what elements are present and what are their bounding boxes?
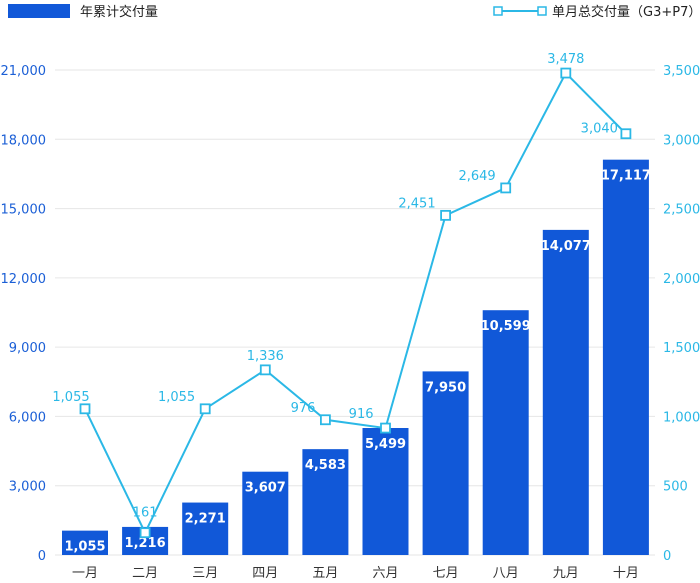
- gridlines: [55, 69, 655, 556]
- y-left-tick-label: 15,000: [1, 203, 47, 218]
- y-left-tick-label: 12,000: [1, 272, 47, 287]
- line-marker: [440, 209, 452, 221]
- x-tick-label: 三月: [192, 566, 218, 581]
- bar: [602, 159, 649, 555]
- y-right-tick-label: 2,000: [663, 272, 700, 287]
- y-right-tick-label: 3,500: [663, 64, 700, 79]
- x-tick-label: 十月: [613, 566, 639, 581]
- line-data-label: 916: [349, 407, 374, 422]
- x-tick-label: 五月: [312, 566, 338, 581]
- x-tick-label: 六月: [372, 566, 398, 581]
- x-axis: 一月 二月 三月 四月 五月 六月 七月 八月 九月 十月: [72, 566, 639, 581]
- x-tick-label: 四月: [252, 566, 278, 581]
- legend[interactable]: 年累计交付量 单月总交付量（G3+P7）: [8, 4, 700, 20]
- line-data-label: 3,478: [547, 52, 584, 67]
- line-data-label: 976: [291, 401, 316, 416]
- bar-data-label: 14,077: [541, 239, 591, 254]
- y-left-tick-label: 6,000: [9, 410, 46, 425]
- bar-series: 1,055 1,216 2,271 3,607 4,583 5,499 7,950 10,59…: [62, 159, 651, 555]
- y-right-tick-label: 1,500: [663, 341, 700, 356]
- bar: [422, 371, 469, 555]
- line-data-label: 161: [133, 506, 158, 521]
- legend-line-label: 单月总交付量（G3+P7）: [552, 4, 700, 20]
- line-data-label: 3,040: [581, 122, 618, 137]
- line-marker: [199, 403, 211, 415]
- bar-data-label: 2,271: [185, 512, 226, 527]
- y-right-tick-label: 0: [663, 549, 671, 564]
- y-left-tick-label: 21,000: [1, 64, 47, 79]
- line-marker: [139, 527, 151, 539]
- line-marker: [259, 364, 271, 376]
- bar: [482, 310, 529, 555]
- y-left-tick-label: 18,000: [1, 133, 47, 148]
- bar-data-label: 7,950: [425, 380, 466, 395]
- y-right-tick-label: 500: [663, 480, 688, 495]
- bar-data-label: 4,583: [305, 458, 346, 473]
- bar: [182, 502, 229, 555]
- line-path: [84, 71, 627, 535]
- line-data-label: 1,336: [247, 349, 284, 364]
- legend-bar-swatch: [8, 4, 70, 18]
- legend-line-marker: [537, 6, 547, 16]
- line-data-label: 2,451: [398, 196, 435, 211]
- y-right-tick-label: 3,000: [663, 133, 700, 148]
- x-tick-label: 八月: [493, 566, 519, 581]
- x-tick-label: 一月: [72, 566, 98, 581]
- x-tick-label: 七月: [433, 566, 459, 581]
- bar-data-label: 10,599: [481, 319, 531, 334]
- bar: [542, 229, 589, 555]
- y-left-tick-label: 3,000: [9, 480, 46, 495]
- bar-data-label: 3,607: [245, 481, 286, 496]
- y-axis-right: 0 500 1,000 1,500 2,000 2,500 3,000 3,500: [663, 64, 700, 564]
- line-marker: [620, 128, 632, 140]
- line-data-label: 2,649: [458, 169, 495, 184]
- line-data-label: 1,055: [52, 390, 89, 405]
- bar: [362, 427, 409, 555]
- bar: [302, 449, 349, 555]
- bar: [242, 471, 289, 555]
- bar-data-label: 1,216: [125, 536, 166, 551]
- bar-data-label: 17,117: [601, 169, 651, 184]
- bar-data-label: 1,055: [64, 540, 105, 555]
- line-data-label: 1,055: [158, 390, 195, 405]
- line-marker: [380, 422, 391, 434]
- legend-bar-label: 年累计交付量: [80, 4, 158, 20]
- line-series: 1,055 161 1,055 1,336 976 916 2,451 2,649 3,478 3…: [52, 52, 632, 539]
- bar: [62, 530, 108, 555]
- y-axis-left: 0 3,000 6,000 9,000 12,000 15,000 18,000 21,000: [1, 64, 47, 564]
- line-marker: [79, 403, 91, 415]
- line-marker: [500, 182, 512, 194]
- x-tick-label: 二月: [132, 566, 158, 581]
- line-marker: [319, 414, 331, 426]
- line-marker: [560, 67, 572, 79]
- y-left-tick-label: 9,000: [9, 341, 46, 356]
- bar-data-label: 5,499: [365, 437, 406, 452]
- y-right-tick-label: 2,500: [663, 203, 700, 218]
- y-right-tick-label: 1,000: [663, 410, 700, 425]
- x-tick-label: 九月: [553, 566, 579, 581]
- legend-line-marker: [493, 6, 503, 16]
- y-left-tick-label: 0: [38, 549, 46, 564]
